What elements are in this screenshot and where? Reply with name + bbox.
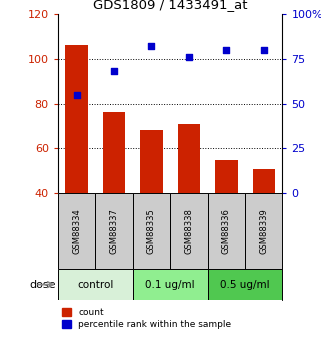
Bar — [140, 130, 163, 193]
Text: GSM88338: GSM88338 — [184, 208, 193, 254]
Bar — [215, 159, 238, 193]
Text: GSM88335: GSM88335 — [147, 208, 156, 254]
Text: control: control — [77, 280, 113, 289]
Bar — [133, 269, 208, 300]
Point — [74, 92, 79, 97]
Bar — [65, 45, 88, 193]
Bar — [103, 112, 125, 193]
Text: 0.1 ug/ml: 0.1 ug/ml — [145, 280, 195, 289]
Legend: count, percentile rank within the sample: count, percentile rank within the sample — [58, 305, 235, 333]
Bar — [170, 193, 208, 269]
Point — [224, 47, 229, 52]
Bar — [178, 124, 200, 193]
Bar — [245, 193, 282, 269]
Bar — [58, 269, 133, 300]
Point — [111, 68, 117, 74]
Point — [149, 43, 154, 49]
Text: GSM88339: GSM88339 — [259, 208, 268, 254]
Text: GSM88334: GSM88334 — [72, 208, 81, 254]
Text: GSM88336: GSM88336 — [222, 208, 231, 254]
Point — [261, 47, 266, 52]
Bar — [58, 193, 95, 269]
Bar — [133, 193, 170, 269]
Text: GSM88337: GSM88337 — [109, 208, 118, 254]
Bar — [208, 193, 245, 269]
Title: GDS1809 / 1433491_at: GDS1809 / 1433491_at — [93, 0, 247, 11]
Text: dose: dose — [30, 280, 56, 289]
Point — [186, 54, 191, 60]
Text: 0.5 ug/ml: 0.5 ug/ml — [220, 280, 270, 289]
Bar — [253, 169, 275, 193]
Bar — [208, 269, 282, 300]
Bar — [95, 193, 133, 269]
